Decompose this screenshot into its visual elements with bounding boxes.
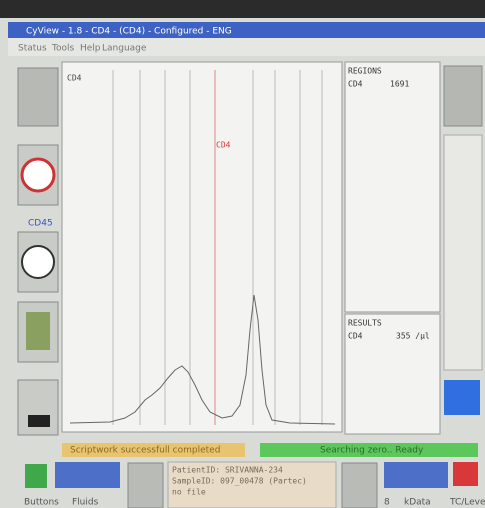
plot-label: CD4	[67, 74, 82, 83]
menu-item[interactable]: Tools	[51, 44, 74, 54]
info-line: PatientID: SRIVANNA-234	[172, 466, 283, 475]
left-label: CD45	[28, 219, 53, 229]
grid-lines	[112, 70, 323, 425]
button[interactable]	[341, 462, 378, 508]
icon	[20, 157, 56, 193]
results-header: RESULTS	[348, 319, 382, 328]
button-label: Buttons	[24, 498, 59, 508]
region-name: CD4	[348, 80, 363, 89]
button[interactable]	[453, 462, 478, 486]
region-count: 1691	[390, 80, 409, 89]
button[interactable]	[384, 462, 448, 488]
status-left	[62, 443, 245, 457]
icon	[28, 415, 50, 427]
status-text: Scriptwork successfull completed	[70, 446, 220, 456]
button-label: Fluids	[72, 498, 99, 508]
button[interactable]	[55, 462, 120, 488]
status-right	[260, 443, 478, 457]
info-line: no file	[172, 488, 206, 497]
menu-item[interactable]: Help	[80, 44, 101, 54]
icon	[26, 312, 50, 350]
side-button[interactable]	[444, 380, 480, 415]
result-value: 355 /µl	[396, 332, 430, 341]
icon	[21, 245, 55, 279]
menu-item[interactable]: Language	[102, 44, 147, 54]
button[interactable]	[25, 464, 47, 488]
menu-bar	[8, 38, 485, 56]
regions-header: REGIONS	[348, 67, 382, 76]
tool-button[interactable]	[17, 67, 59, 127]
side-button[interactable]	[443, 65, 483, 127]
title-bar	[8, 22, 485, 38]
results-panel	[344, 313, 441, 435]
plot-area	[61, 61, 343, 433]
region-label: CD4	[216, 141, 231, 150]
button[interactable]	[127, 462, 164, 508]
side-panel	[443, 134, 483, 371]
info-line: SampleID: 097_00478 (Partec)	[172, 477, 307, 486]
status-text: Searching zero.. Ready	[320, 446, 424, 456]
menu-item[interactable]: Status	[18, 44, 47, 54]
level-label: TC/Level	[449, 498, 485, 508]
counter-label: kData	[404, 498, 431, 508]
info-panel	[167, 461, 337, 508]
result-name: CD4	[348, 332, 363, 341]
window-title: CyView - 1.8 - CD4 - (CD4) - Configured …	[26, 27, 232, 37]
left-buttons	[17, 67, 59, 436]
counter: 8	[384, 498, 390, 508]
histogram-curve	[69, 294, 336, 425]
regions-panel	[344, 61, 441, 313]
